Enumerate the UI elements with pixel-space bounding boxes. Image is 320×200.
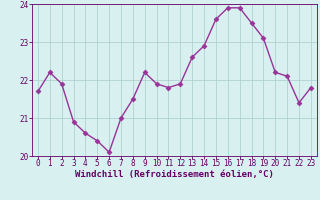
X-axis label: Windchill (Refroidissement éolien,°C): Windchill (Refroidissement éolien,°C) <box>75 170 274 179</box>
